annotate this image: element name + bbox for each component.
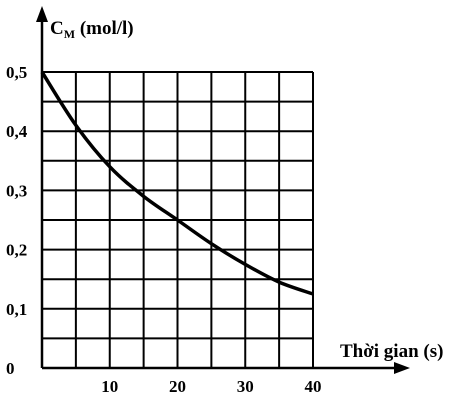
y-axis-title-unit: (mol/l) <box>75 18 134 39</box>
y-axis-title-main: C <box>50 18 64 39</box>
y-tick-label: 0,5 <box>6 63 27 82</box>
y-tick-label: 0,4 <box>6 122 28 141</box>
y-axis-title-subscript: M <box>64 27 75 41</box>
x-tick-label: 40 <box>305 377 322 396</box>
y-tick-label: 0 <box>6 359 15 378</box>
y-axis-arrow <box>36 6 48 22</box>
x-tick-labels: 10 20 30 40 <box>101 377 321 396</box>
y-tick-label: 0,3 <box>6 181 27 200</box>
y-tick-label: 0,2 <box>6 241 27 260</box>
y-tick-label: 0,1 <box>6 300 27 319</box>
y-axis-title: CM (mol/l) <box>50 18 134 41</box>
x-tick-label: 20 <box>169 377 186 396</box>
concentration-curve <box>40 71 314 296</box>
x-tick-label: 10 <box>101 377 118 396</box>
y-tick-labels: 0 0,1 0,2 0,3 0,4 0,5 <box>6 63 28 378</box>
x-axis-arrow <box>394 362 410 374</box>
chart-grid <box>41 71 314 369</box>
x-tick-label: 30 <box>237 377 254 396</box>
x-axis-title: Thời gian (s) <box>340 341 443 362</box>
